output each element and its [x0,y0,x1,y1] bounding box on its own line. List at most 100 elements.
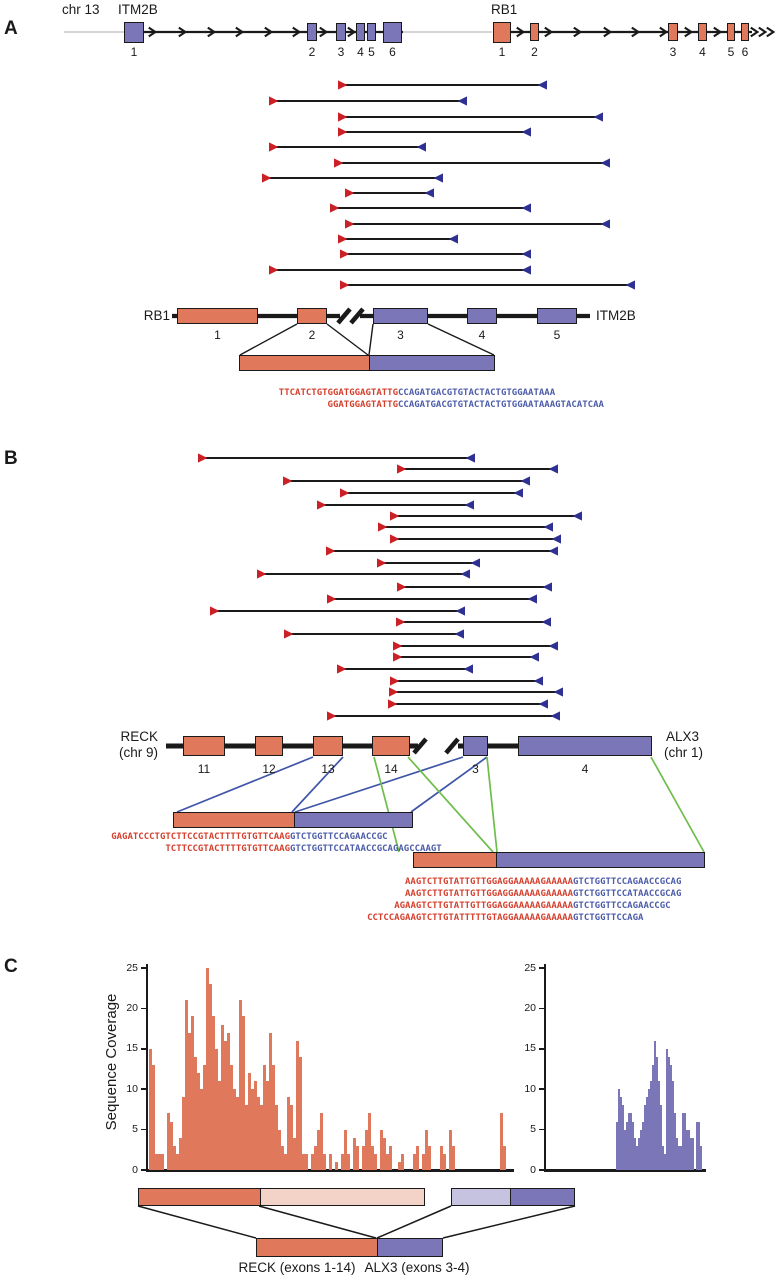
coverage-bar [323,1153,326,1170]
alx3-exons-label: ALX3 (exons 3-4) [364,1260,470,1275]
strand-chevron-icon [684,26,694,38]
reck-alx3-forward-read-arrow-icon [393,652,403,662]
coverage-bar [173,1145,176,1170]
coverage-bar [296,1040,299,1170]
reck-alx3-exon-box [463,736,488,756]
reck-alx3-iso1-sequence-3prime: GTCTGGTTCCATAACCGCAGAGCCAAGT [290,844,442,854]
transcript-connector-line [376,1205,452,1239]
coverage-bar [640,1129,642,1170]
strand-chevron-icon [235,26,245,38]
coverage-bar [658,1081,660,1170]
reck-alx3-reverse-read-arrow-icon [543,522,553,532]
reck-alx3-forward-read-arrow-icon [337,664,347,674]
chr13-label: chr 13 [62,2,100,17]
reck-alx3-reverse-read-arrow-icon [538,699,548,709]
reck-alx3-reverse-read-arrow-icon [572,511,582,521]
strand-chevron-icon [292,26,302,38]
coverage-bar [398,1161,401,1170]
coverage-bar [624,1129,626,1170]
reck-alx3-reverse-read-arrow-icon [464,500,474,510]
rb1-itm2b-forward-read-arrow-icon [340,280,350,290]
fusion-rb1-label: RB1 [143,308,170,323]
coverage-bar [401,1153,404,1170]
continuation-chevron-icon [750,26,760,38]
coverage-bar [203,1064,206,1170]
coverage-bar [245,1105,248,1170]
coverage-bar [215,1048,218,1170]
reck-transcript-box [138,1188,425,1206]
reck-alx3-exon-box [255,736,283,756]
rb1-itm2b-forward-read-arrow-icon [262,173,272,183]
coverage-bar [374,1153,377,1170]
coverage-bar [674,1113,676,1170]
reck-alx3-reverse-read-arrow-icon [454,629,464,639]
coverage-bar [149,1048,152,1170]
coverage-bar [654,1040,656,1170]
coverage-bar [224,1040,227,1170]
rb1-itm2b-forward-read-arrow-icon [269,265,279,275]
rb1-itm2b-forward-read-arrow-icon [338,112,348,122]
coverage-bar [680,1145,682,1170]
coverage-bar [302,1153,305,1170]
reck-alx3-forward-read-arrow-icon [340,488,350,498]
fusion-exon-number: 2 [308,328,316,342]
rb1-itm2b-reverse-read-arrow-icon [600,158,610,168]
rb1-itm2b-forward-read-arrow-icon [338,80,348,90]
coverage-bar [272,1064,275,1170]
coverage-bar [278,1129,281,1170]
coverage-bar [188,1032,191,1170]
exon-number: 3 [472,762,479,776]
breakpoint-mark-icon [444,737,460,755]
coverage-bar [664,1153,666,1170]
y-axis-tick-label: 15 [126,1042,138,1055]
reck-alx3-isoform2-box [413,852,705,868]
coverage-bar [416,1145,419,1170]
rb1-itm2b-forward-read-arrow-icon [345,219,355,229]
y-axis-tick [140,1169,146,1171]
coverage-bar [626,1121,628,1170]
strand-chevron-icon [631,26,641,38]
itm2b-exon-box [356,23,365,41]
rb1-itm2b-reverse-read-arrow-icon [433,173,443,183]
fusion-exon-box [297,308,327,324]
exon-number: 4 [357,45,364,59]
breakpoint-mark-icon [412,737,428,755]
reck-alx3-reverse-read-arrow-icon [465,453,475,463]
coverage-bar [622,1105,624,1170]
rb1-exon-box [530,23,539,41]
transcript-connector-line [442,1205,576,1239]
coverage-bar [690,1137,692,1170]
reck-alx3-iso1-sequence-5prime: TCTTCCGTACTTTTGTGTTCAAG [165,844,290,854]
reck-alx3-iso2-sequence-5prime: AGAAGTCTTGTATTGTTGGAGGAAAAAGAAAAA [394,901,573,911]
rb1-itm2b-fusion-box [239,355,495,371]
coverage-bar [167,1113,170,1170]
panel-a-label: A [4,18,18,39]
coverage-bar [688,1129,690,1170]
reck-alx3-forward-read-arrow-icon [388,699,398,709]
coverage-bar [209,984,212,1170]
reck-alx3-iso1-sequence-5prime: GAGATCCCTGTCTTCCGTACTTTTGTGTTCAAG [111,832,290,842]
junction-connector-line [368,323,374,356]
reck-alx3-forward-read-arrow-icon [326,546,336,556]
reck-alx3-reverse-read-arrow-icon [455,606,465,616]
rb1-itm2b-forward-read-arrow-icon [345,188,355,198]
strand-chevron-icon [544,26,554,38]
fusion-exon-number: 5 [553,328,561,342]
x-axis [145,1169,514,1172]
y-axis-tick-label: 20 [524,1001,536,1014]
reck-alx3-exon-box [518,736,652,756]
alx3-label: ALX3 [666,729,700,744]
reck-alx3-forward-read-arrow-icon [393,641,403,651]
reck-alx3-iso2-sequence-5prime: AAGTCTTGTATTGTTGGAGGAAAAAGAAAAA [405,889,573,899]
fusion-exon-box [467,308,497,324]
coverage-bar [311,1153,314,1170]
rb1-gene-label: RB1 [491,2,518,17]
strand-chevron-icon [207,26,217,38]
coverage-bar [413,1153,416,1170]
coverage-bar [620,1097,622,1170]
rb1-itm2b-sequence-5prime: GGATGGAGTATTG [327,400,398,410]
coverage-bar [362,1145,365,1170]
transcript-connector-line [258,1205,377,1239]
coverage-bar [266,1081,269,1170]
continuation-chevron-icon [758,26,768,38]
